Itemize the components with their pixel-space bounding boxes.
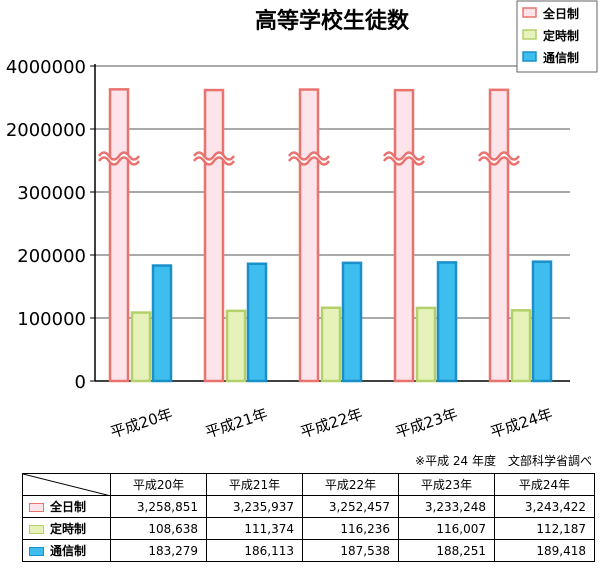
y-tick-label: 2000000 xyxy=(6,120,86,141)
bar-1 xyxy=(130,311,152,383)
axis-break-fill xyxy=(384,152,424,165)
table-header-4: 平成24年 xyxy=(494,473,595,496)
table-header-0: 平成20年 xyxy=(110,473,207,496)
y-tick-label: 0 xyxy=(75,372,86,393)
table-row: 全日制 3,258,851 3,235,937 3,252,457 3,233,… xyxy=(22,495,595,518)
bar-0 xyxy=(203,88,225,383)
bar-2 xyxy=(246,262,268,383)
table-cell: 3,233,248 xyxy=(398,495,495,518)
table-cell: 3,235,937 xyxy=(206,495,303,518)
table-cell: 108,638 xyxy=(110,517,207,540)
bar-2 xyxy=(151,264,173,383)
axis-break-mark xyxy=(382,156,426,166)
x-tick-label: 平成21年 xyxy=(203,405,270,442)
bar-0 xyxy=(488,88,510,383)
table-cell: 189,418 xyxy=(494,539,595,562)
table-row-label: 通信制 xyxy=(22,539,111,562)
table-cell: 187,538 xyxy=(302,539,399,562)
y-tick-label: 4000000 xyxy=(6,57,86,78)
table-cell: 3,258,851 xyxy=(110,495,207,518)
x-tick-label: 平成24年 xyxy=(488,405,555,442)
bar-2 xyxy=(531,260,553,383)
data-table: 平成20年 平成21年 平成22年 平成23年 平成24年 全日制 3,258,… xyxy=(22,473,595,562)
y-tick-label: 300000 xyxy=(17,183,86,204)
legend-label-2: 通信制 xyxy=(543,50,579,65)
table-cell: 116,007 xyxy=(398,517,495,540)
x-tick-label: 平成22年 xyxy=(298,405,365,442)
bar-1 xyxy=(510,309,532,383)
legend-swatch-2 xyxy=(522,51,537,62)
axis-break-fill xyxy=(194,152,234,165)
axis-break-mark xyxy=(97,151,141,161)
source-note: ※平成 24 年度 文部科学省調べ xyxy=(415,454,592,468)
table-cell: 3,252,457 xyxy=(302,495,399,518)
axis-break-mark xyxy=(97,156,141,166)
corner-diagonal xyxy=(23,474,111,496)
table-cell: 111,374 xyxy=(206,517,303,540)
y-tick-label: 200000 xyxy=(17,246,86,267)
table-header-2: 平成22年 xyxy=(302,473,399,496)
bar-0 xyxy=(298,88,320,383)
table-row: 通信制 183,279 186,113 187,538 188,251 189,… xyxy=(22,539,595,562)
axis-break-mark xyxy=(192,156,236,166)
table-row-label: 全日制 xyxy=(22,495,111,518)
table-cell: 186,113 xyxy=(206,539,303,562)
table-cell: 112,187 xyxy=(494,517,595,540)
axis-break-fill xyxy=(99,152,139,165)
chart: 高等学校生徒数 0 100000 200000 300000 2000000 4000000… xyxy=(6,0,598,442)
table-header-1: 平成21年 xyxy=(206,473,303,496)
zennichi-swatch xyxy=(29,503,44,512)
bar-0 xyxy=(393,88,415,383)
table-header-row: 平成20年 平成21年 平成22年 平成23年 平成24年 xyxy=(22,473,595,496)
table-header-3: 平成23年 xyxy=(398,473,495,496)
legend-swatch-1 xyxy=(522,29,537,40)
bar-1 xyxy=(415,306,437,383)
axis-break-mark xyxy=(287,151,331,161)
bar-1 xyxy=(320,306,342,383)
table-cell: 3,243,422 xyxy=(494,495,595,518)
y-tick-label: 100000 xyxy=(17,309,86,330)
table-row: 定時制 108,638 111,374 116,236 116,007 112,… xyxy=(22,517,595,540)
table-cell: 188,251 xyxy=(398,539,495,562)
legend-swatch-0 xyxy=(522,7,537,18)
legend-label-1: 定時制 xyxy=(543,28,579,43)
legend-label-0: 全日制 xyxy=(542,6,579,21)
x-tick-label: 平成23年 xyxy=(393,405,460,442)
table-corner-cell xyxy=(22,473,111,496)
axis-break-mark xyxy=(477,156,521,166)
table-row-label: 定時制 xyxy=(22,517,111,540)
table-cell: 183,279 xyxy=(110,539,207,562)
tsushin-swatch xyxy=(29,547,44,556)
axis-break-mark xyxy=(477,151,521,161)
axis-break-fill xyxy=(479,152,519,165)
axis-break-fill xyxy=(289,152,329,165)
table-cell: 116,236 xyxy=(302,517,399,540)
bar-1 xyxy=(225,309,247,383)
x-tick-label: 平成20年 xyxy=(108,405,175,442)
bar-2 xyxy=(341,261,363,383)
axis-break-mark xyxy=(287,156,331,166)
bar-0 xyxy=(108,88,130,383)
bar-2 xyxy=(436,261,458,383)
axis-break-mark xyxy=(192,151,236,161)
axis-break-mark xyxy=(382,151,426,161)
chart-title: 高等学校生徒数 xyxy=(255,8,410,34)
teiji-swatch xyxy=(29,525,44,534)
